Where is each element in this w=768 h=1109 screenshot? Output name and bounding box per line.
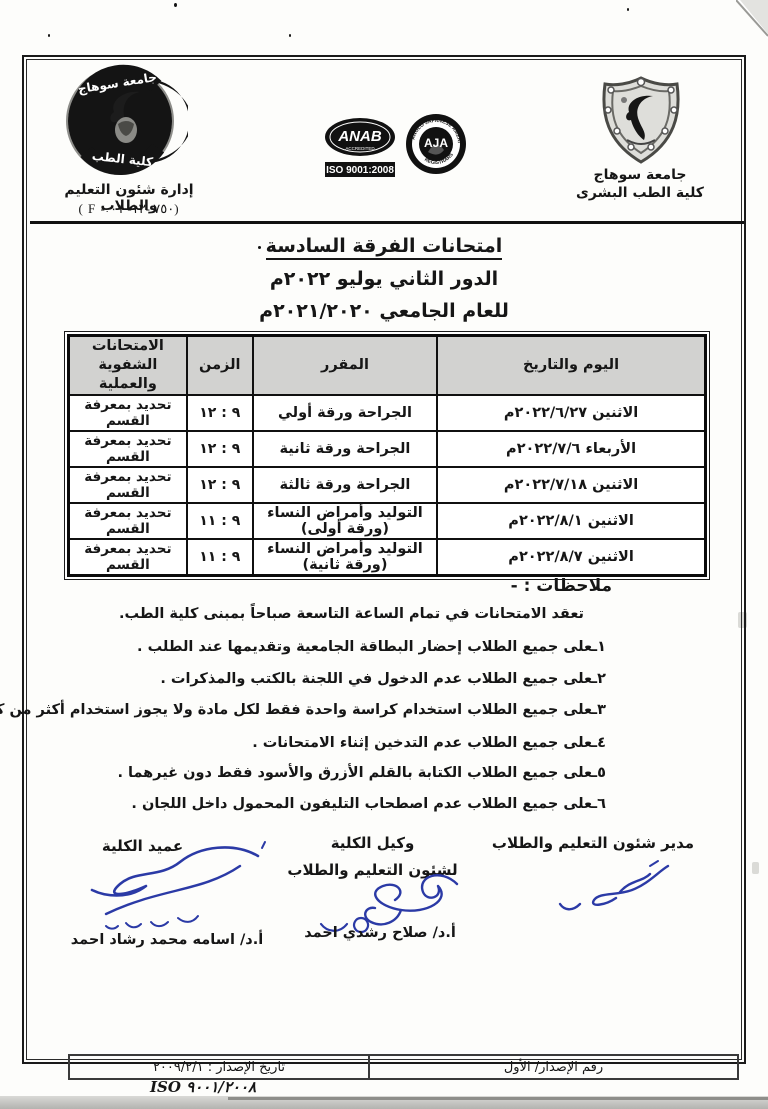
exam-time: ٩ : ١٢ <box>185 430 254 468</box>
col-header-time: الزمن <box>185 334 254 396</box>
footer-issue-table: رقم الإصدار/ الأول تاريخ الإصدار : ٢٠٠٩/… <box>68 1054 739 1080</box>
sohag-medicine-crescent-logo: جامعة سوهاج كلية الطب <box>66 64 188 175</box>
table-row: الاثنين ٢٠٢٢/٨/١م التوليد وأمراض النساء … <box>67 502 707 540</box>
note-item-2: ٢ـعلى جميع الطلاب عدم الدخول في اللجنة ب… <box>160 671 606 687</box>
scan-speck <box>627 8 629 11</box>
title-session: الدور الثاني يوليو ٢٠٢٢م <box>269 268 499 290</box>
exam-time: ٩ : ١١ <box>185 502 254 540</box>
issue-number-cell: رقم الإصدار/ الأول <box>368 1054 739 1080</box>
exam-time: ٩ : ١٢ <box>185 466 254 504</box>
aja-label: AJA <box>424 136 448 150</box>
exam-time: ٩ : ١٢ <box>185 394 254 432</box>
exam-course: الجراحة ورقة ثالثة <box>251 466 439 504</box>
exam-course: الجراحة ورقة ثانية <box>251 430 439 468</box>
notes-heading: ملاحظات : - <box>510 576 612 596</box>
table-row: الاثنين ٢٠٢٢/٨/٧م التوليد وأمراض النساء … <box>67 538 707 577</box>
shield-ibis-silhouette <box>626 95 653 140</box>
exam-oral-note: تحديد بمعرفة القسم <box>67 466 188 504</box>
scan-smudge <box>752 862 759 874</box>
iso-9001-label: ISO 9001:2008 <box>326 165 394 176</box>
exam-date: الاثنين ٢٠٢٢/٧/١٨م <box>436 466 707 504</box>
scan-speck <box>48 34 50 37</box>
department-label: إدارة شئون التعليم والطلاب <box>64 182 194 214</box>
col-header-oral: الامتحانات الشفوية والعملية <box>67 334 188 396</box>
note-item-5: ٥ـعلى جميع الطلاب الكتابة بالقلم الأزرق … <box>117 765 606 781</box>
note-item-3: ٣ـعلى جميع الطلاب استخدام كراسة واحدة فق… <box>0 702 606 718</box>
right-logo-university-name: جامعة سوهاج <box>593 167 687 183</box>
exam-schedule-table: اليوم والتاريخ المقرر الزمن الامتحانات ا… <box>64 331 710 580</box>
folded-corner <box>736 0 768 40</box>
left-logo-bottom-text: كلية الطب <box>91 149 153 169</box>
university-shield-logo <box>602 76 680 164</box>
exam-time: ٩ : ١١ <box>185 538 254 577</box>
exam-date: الأربعاء ٢٠٢٢/٧/٦م <box>436 430 707 468</box>
department-code: ( F - ٧٥٠ -١٣- ٠١) <box>78 201 180 216</box>
director-signature-ink <box>558 860 670 911</box>
exam-course: التوليد وأمراض النساء (ورقة ثانية) <box>251 538 439 577</box>
scan-bottom-edge-line <box>228 1097 768 1100</box>
signature-title-dean: عميد الكلية <box>101 837 184 855</box>
issue-date-cell: تاريخ الإصدار : ٢٠٠٩/٢/١ <box>68 1054 370 1080</box>
signature-title-vice-dean: وكيل الكلية <box>330 834 415 852</box>
note-item-6: ٦ـعلى جميع الطلاب عدم اصطحاب التليفون ال… <box>131 796 606 812</box>
dean-name: أ.د/ اسامه محمد رشاد احمد <box>70 932 264 948</box>
exam-oral-note: تحديد بمعرفة القسم <box>67 430 188 468</box>
exam-date: الاثنين ٢٠٢٢/٨/٧م <box>436 538 707 577</box>
exam-oral-note: تحديد بمعرفة القسم <box>67 502 188 540</box>
exam-course: الجراحة ورقة أولي <box>251 394 439 432</box>
vice-dean-name: أ.د/ صلاح رشدي احمد <box>304 925 456 941</box>
notes-intro: تعقد الامتحانات في تمام الساعة التاسعة ص… <box>118 606 584 622</box>
vice-dean-signature-ink <box>319 874 459 934</box>
exam-oral-note: تحديد بمعرفة القسم <box>67 394 188 432</box>
col-header-course: المقرر <box>251 334 439 396</box>
anab-accreditation-logo: ANAB ACCREDITED ISO 9001:2008 <box>325 118 395 177</box>
exam-date: الاثنين ٢٠٢٢/٨/١م <box>436 502 707 540</box>
title-exams: امتحانات الفرقة السادسة <box>184 235 584 260</box>
note-item-4: ٤ـعلى جميع الطلاب عدم التدخين إثناء الام… <box>252 735 606 751</box>
table-row: الأربعاء ٢٠٢٢/٧/٦م الجراحة ورقة ثانية ٩ … <box>67 430 707 468</box>
col-header-date: اليوم والتاريخ <box>436 334 707 396</box>
anab-sub-label: ACCREDITED <box>345 146 375 151</box>
exam-date: الاثنين ٢٠٢٢/٦/٢٧م <box>436 394 707 432</box>
scan-smudge <box>738 612 747 628</box>
scan-speck <box>289 34 291 37</box>
exam-oral-note: تحديد بمعرفة القسم <box>67 538 188 577</box>
right-logo-faculty-name: كلية الطب البشرى <box>576 185 704 201</box>
scan-speck <box>258 246 261 249</box>
header-divider-line <box>30 221 744 224</box>
aja-registrars-logo: ANGLO JAPANESE AMERICAN REGISTRARS AJA <box>404 112 466 174</box>
exam-course: التوليد وأمراض النساء (ورقة أولى) <box>251 502 439 540</box>
note-item-1: ١ـعلى جميع الطلاب إحضار البطاقة الجامعية… <box>137 639 606 655</box>
anab-label: ANAB <box>337 128 381 145</box>
ibis-silhouette <box>110 91 140 144</box>
iso-certification-note: ISO ٩٠٠١/٢٠٠٨ <box>150 1078 257 1096</box>
table-row: الاثنين ٢٠٢٢/٦/٢٧م الجراحة ورقة أولي ٩ :… <box>67 394 707 432</box>
signature-title-vice-dean-sub: لشئون التعليم والطلاب <box>287 861 458 879</box>
table-row: الاثنين ٢٠٢٢/٧/١٨م الجراحة ورقة ثالثة ٩ … <box>67 466 707 504</box>
signature-title-student-affairs-director: مدير شئون التعليم والطلاب <box>491 834 695 852</box>
table-header-row: اليوم والتاريخ المقرر الزمن الامتحانات ا… <box>67 334 707 396</box>
dean-signature-ink <box>90 841 266 930</box>
title-academic-year: للعام الجامعي ٢٠٢١/٢٠٢٠م <box>259 300 509 322</box>
scan-speck <box>174 3 177 7</box>
